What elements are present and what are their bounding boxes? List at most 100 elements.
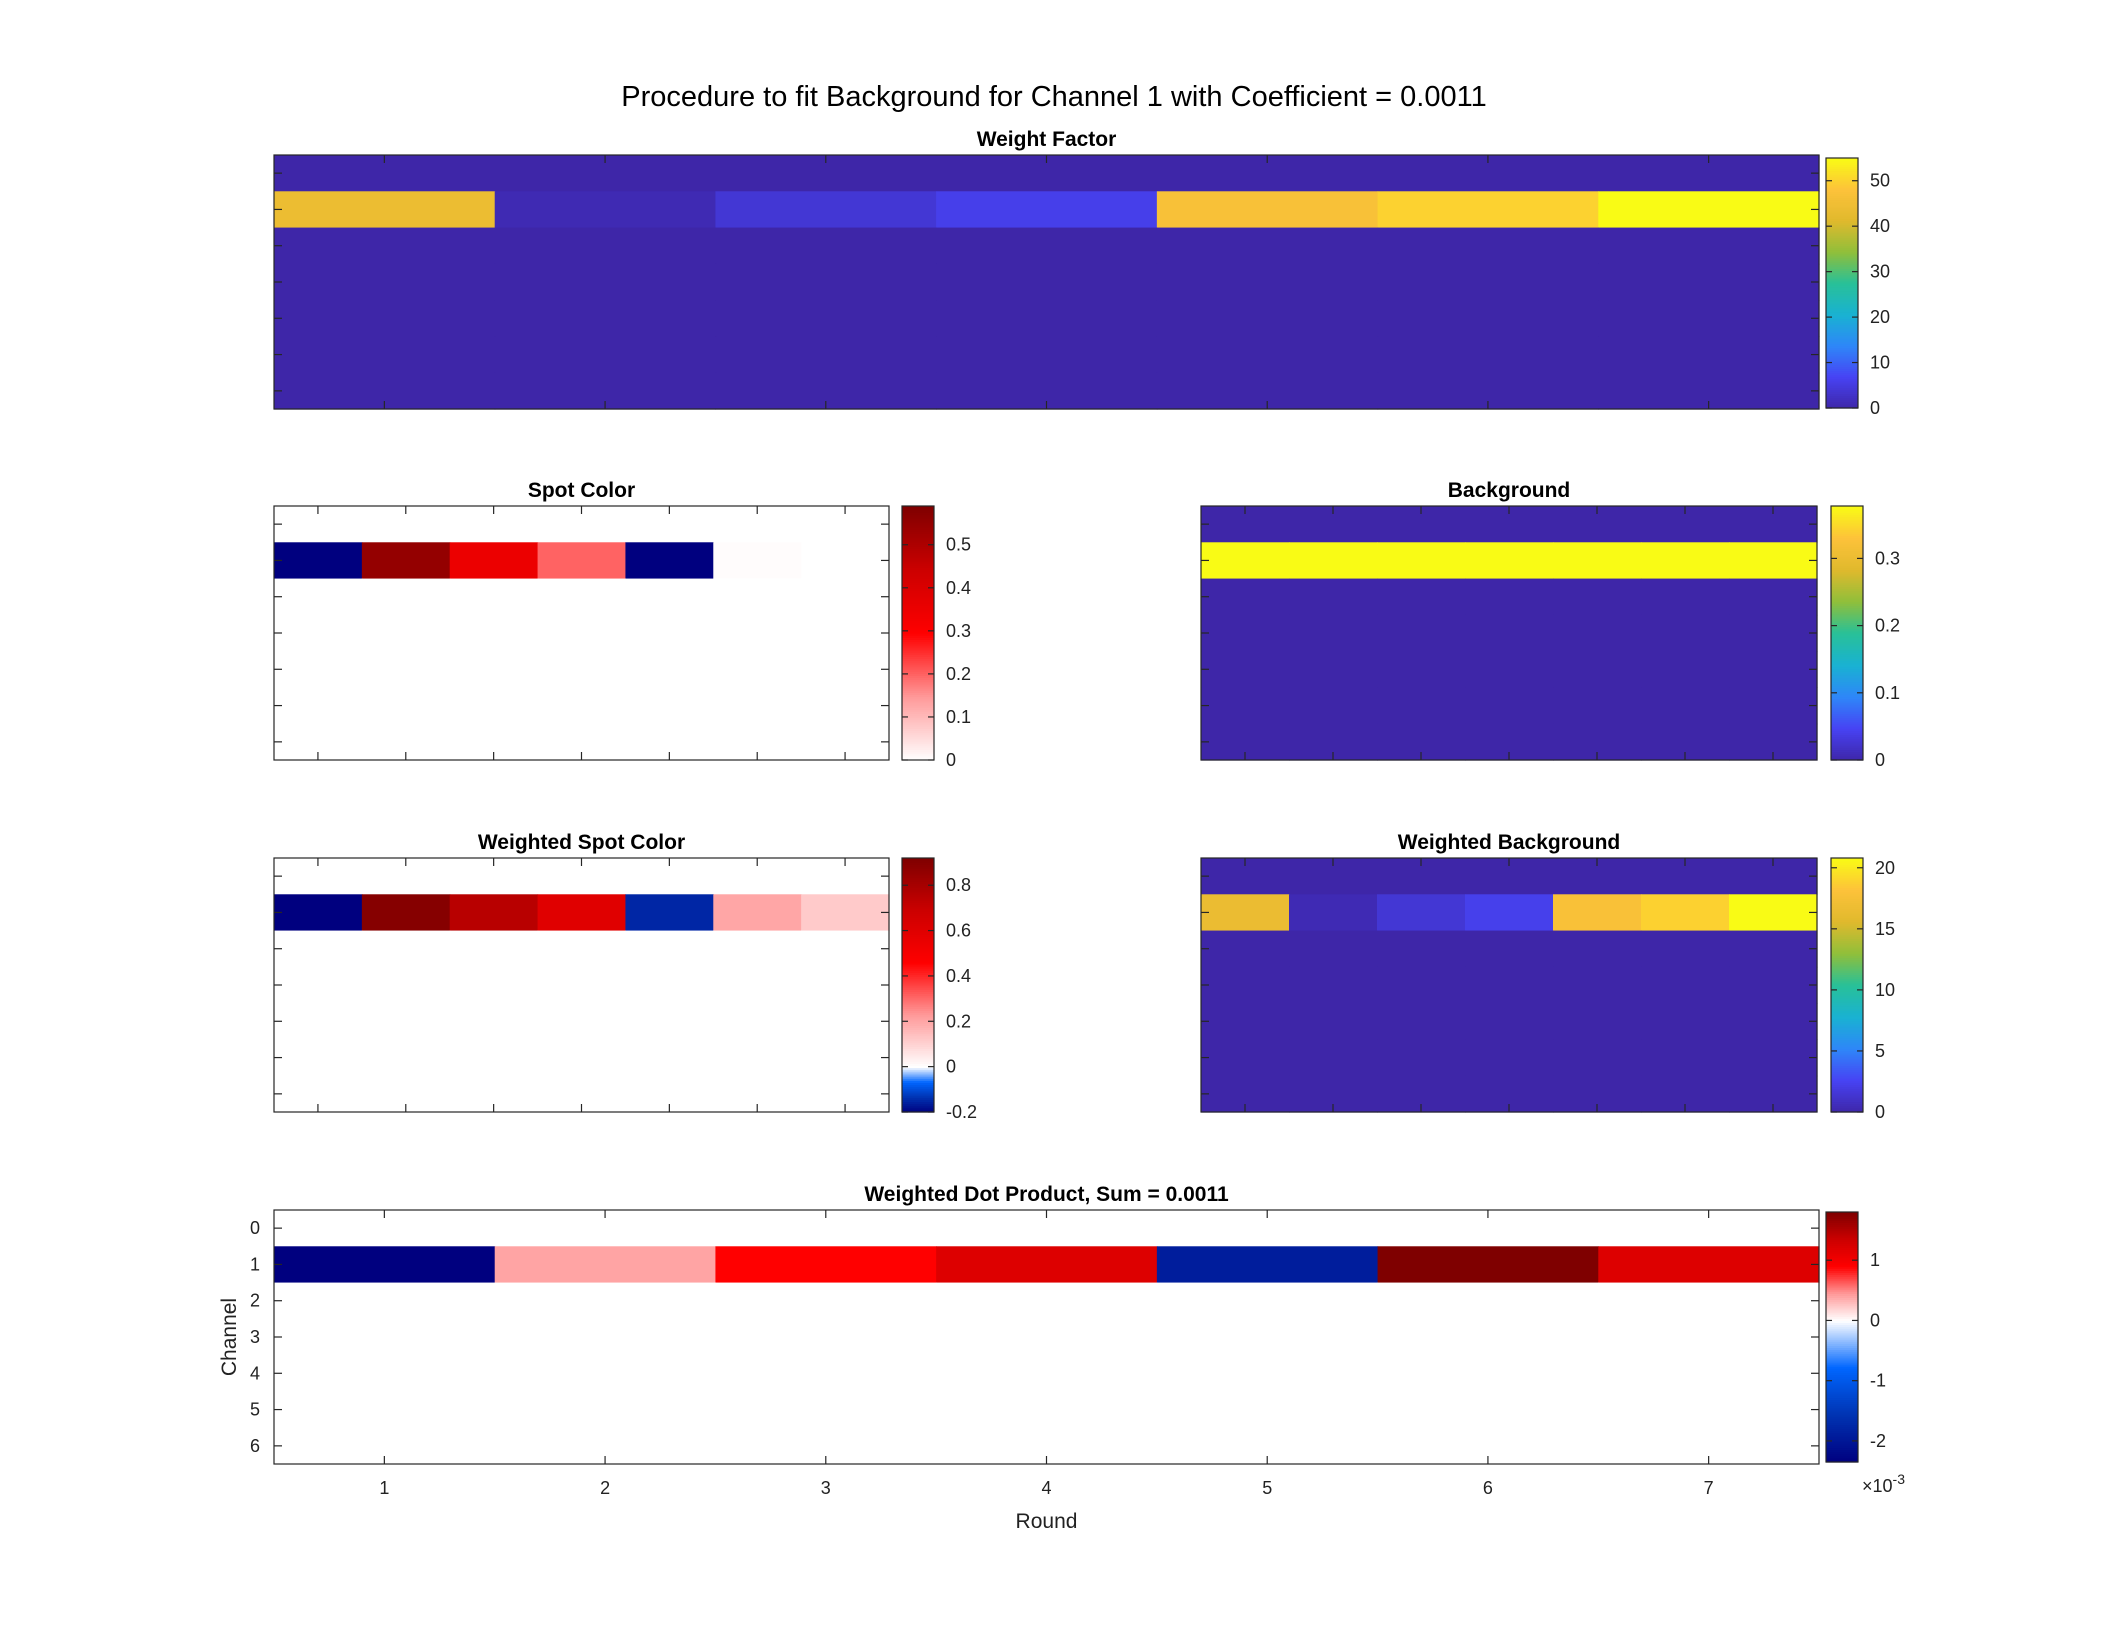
- dot-cell-r1-c2: [715, 1246, 937, 1284]
- dot-xtick-label: 4: [1041, 1478, 1051, 1498]
- spot-colorbar-segment: [902, 679, 934, 683]
- weight-cell-r4-c3: [936, 300, 1158, 338]
- wbackground-colorbar-segment: [1831, 879, 1863, 882]
- wspot-colorbar-segment: [902, 913, 934, 916]
- dot-ytick-label: 5: [250, 1400, 260, 1420]
- spot-colorbar-segment: [902, 558, 934, 562]
- spot-colorbar-segment: [902, 755, 934, 759]
- wspot-colorbar-segment: [902, 1059, 934, 1062]
- background-colorbar-segment: [1831, 510, 1863, 513]
- dot-cell-r3-c6: [1598, 1318, 1820, 1356]
- background-cell-r1-c1: [1289, 542, 1378, 580]
- wbackground-panel: Weighted Background 0 5 10 15 20: [1200, 831, 1895, 1122]
- wbackground-colorbar-segment: [1831, 923, 1863, 927]
- dot-colorbar-segment: [1826, 1253, 1858, 1257]
- spot-cell-r2-c3: [537, 578, 627, 616]
- spot-colorbar-segment: [902, 694, 934, 698]
- wbackground-colorbar-segment: [1831, 1031, 1863, 1035]
- dot-colorbar-segment: [1826, 1345, 1858, 1349]
- spot-cell-r4-c4: [625, 651, 714, 689]
- wspot-cells: [274, 858, 890, 1113]
- background-colorbar-segment: [1831, 520, 1863, 524]
- weight-colorbar-segment: [1826, 378, 1858, 382]
- spot-colorbar-segment: [902, 656, 934, 659]
- spot-colorbar-segment: [902, 571, 934, 575]
- weight-cell-r1-c3: [936, 191, 1158, 229]
- spot-colorbar-segment: [902, 649, 934, 653]
- background-colorbar-segment: [1831, 685, 1863, 689]
- wspot-colorbar-segment: [902, 1080, 934, 1083]
- weight-colorbar-segment: [1826, 237, 1858, 240]
- background-colorbar-segment: [1831, 637, 1863, 640]
- wspot-colorbar-segment: [902, 900, 934, 904]
- spot-colorbar-segment: [902, 613, 934, 617]
- background-cell-r2-c0: [1201, 578, 1290, 616]
- spot-colorbar-segment: [902, 556, 934, 560]
- dot-xtick-label: 3: [821, 1478, 831, 1498]
- dot-colorbar-segment: [1826, 1257, 1858, 1261]
- spot-cell-r3-c4: [625, 614, 714, 652]
- wspot-colorbar-segment: [902, 1016, 934, 1020]
- background-cell-r4-c0: [1201, 651, 1290, 689]
- dot-colorbar-segment: [1826, 1280, 1858, 1284]
- weight-colorbar-segment: [1826, 397, 1858, 401]
- background-colorbar-segment: [1831, 577, 1863, 581]
- spot-colorbar-segment: [902, 624, 934, 628]
- dot-colorbar-segment: [1826, 1362, 1858, 1365]
- dot-colorbar-segment: [1826, 1309, 1858, 1313]
- wbackground-colorbar-segment: [1831, 1010, 1863, 1014]
- spot-colorbar-segment: [902, 736, 934, 740]
- spot-colorbar-segment: [902, 561, 934, 564]
- wbackground-cell-r4-c3: [1465, 1003, 1554, 1041]
- dot-colorbar-segment: [1826, 1239, 1858, 1242]
- background-colorbar-segment: [1831, 745, 1863, 748]
- background-cell-r2-c2: [1377, 578, 1466, 616]
- weight-cell-r5-c2: [715, 336, 937, 374]
- wspot-cell-r5-c4: [625, 1039, 714, 1077]
- spot-colorbar-segment: [902, 749, 934, 753]
- background-cell-r2-c4: [1553, 578, 1642, 616]
- weight-colorbar-segment: [1826, 158, 1858, 161]
- spot-colorbar-label: 0.2: [946, 664, 971, 684]
- weight-cell-r4-c2: [715, 300, 937, 338]
- wspot-colorbar-segment: [902, 1067, 934, 1071]
- weight-cells: [274, 155, 1820, 410]
- spot-colorbar-segment: [902, 747, 934, 751]
- wbackground-colorbar-segment: [1831, 919, 1863, 923]
- dot-colorbar-segment: [1826, 1220, 1858, 1224]
- wspot-colorbar-segment: [902, 1023, 934, 1026]
- wspot-cell-r2-c3: [537, 930, 627, 968]
- spot-cell-r3-c6: [801, 614, 890, 652]
- wbackground-colorbar-segment: [1831, 949, 1863, 952]
- wspot-colorbar-segment: [902, 1020, 934, 1024]
- wspot-title: Weighted Spot Color: [478, 831, 685, 854]
- weight-colorbar-segment: [1826, 222, 1858, 226]
- wbackground-colorbar-segment: [1831, 976, 1863, 980]
- weight-colorbar-segment: [1826, 343, 1858, 347]
- dot-colorbar-segment: [1826, 1291, 1858, 1294]
- wbackground-cell-r1-c5: [1641, 894, 1730, 932]
- background-colorbar-segment: [1831, 671, 1863, 674]
- wbackground-colorbar-segment: [1831, 1067, 1863, 1071]
- dot-xtick-label: 7: [1704, 1478, 1714, 1498]
- background-colorbar-label: 0.3: [1875, 548, 1900, 568]
- background-colorbar-segment: [1831, 677, 1863, 681]
- wbackground-colorbar-segment: [1831, 991, 1863, 995]
- background-colorbar-segment: [1831, 715, 1863, 719]
- weight-cell-r3-c3: [936, 263, 1158, 301]
- spot-colorbar-segment: [902, 601, 934, 604]
- spot-cell-r4-c3: [537, 651, 627, 689]
- spot-colorbar-segment: [902, 620, 934, 624]
- weight-colorbar-segment: [1826, 366, 1858, 370]
- spot-colorbar-segment: [902, 537, 934, 541]
- weight-colorbar-segment: [1826, 391, 1858, 395]
- dot-colorbar-segment: [1826, 1382, 1858, 1386]
- background-colorbar-segment: [1831, 609, 1863, 613]
- wspot-colorbar-frame: [901, 857, 935, 1113]
- spot-colorbar-label: 0.5: [946, 535, 971, 555]
- background-colorbar-segment: [1831, 544, 1863, 547]
- dot-cell-r4-c1: [494, 1355, 717, 1393]
- wbackground-colorbar-segment: [1831, 1048, 1863, 1052]
- background-colorbar-segment: [1831, 506, 1863, 509]
- wspot-cell-r1-c1: [361, 894, 451, 932]
